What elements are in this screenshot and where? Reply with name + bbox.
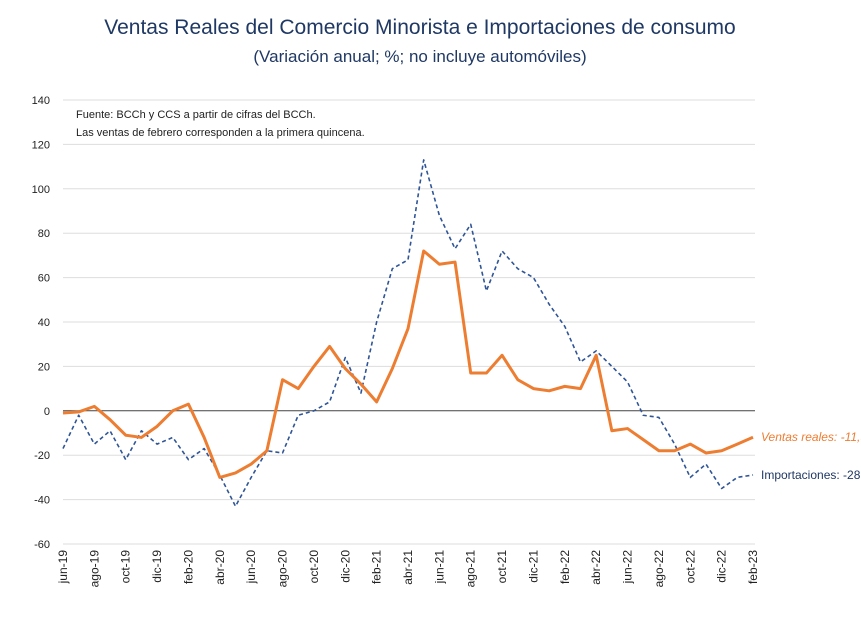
y-tick-label: 20 [38, 361, 50, 373]
x-tick-label: feb-23 [746, 550, 760, 584]
x-tick-label: ago-19 [87, 550, 101, 588]
x-tick-label: feb-22 [558, 550, 572, 584]
x-tick-label: feb-21 [370, 550, 384, 584]
x-tick-label: oct-19 [119, 550, 133, 584]
y-tick-label: 60 [38, 273, 50, 285]
series-line [62, 159, 754, 508]
y-tick-label: 40 [38, 317, 50, 329]
x-tick-label: dic-22 [715, 550, 729, 583]
x-tick-label: ago-20 [276, 550, 290, 588]
x-tick-label: ago-22 [652, 550, 666, 588]
x-tick-label: abr-20 [213, 550, 227, 585]
chart-subtitle: (Variación anual; %; no incluye automóvi… [253, 47, 586, 66]
x-tick-label: dic-20 [338, 550, 352, 583]
x-tick-label: abr-22 [589, 550, 603, 585]
x-tick-label: dic-19 [150, 550, 164, 583]
end-label: Importaciones: -28,9 [761, 468, 861, 482]
x-tick-label: abr-21 [401, 550, 415, 585]
y-tick-label: 120 [32, 139, 50, 151]
y-tick-label: -40 [34, 495, 50, 507]
x-tick-label: oct-22 [683, 550, 697, 584]
y-tick-label: 100 [32, 184, 50, 196]
y-tick-label: -20 [34, 450, 50, 462]
x-tick-label: jun-20 [244, 550, 258, 585]
y-tick-label: -60 [34, 539, 50, 551]
x-tick-label: jun-19 [56, 550, 70, 585]
x-tick-label: feb-20 [181, 550, 195, 584]
x-tick-label: jun-21 [432, 550, 446, 585]
source-note: Fuente: BCCh y CCS a partir de cifras de… [76, 109, 316, 121]
x-tick-label: jun-22 [621, 550, 635, 585]
source-note: Las ventas de febrero corresponden a la … [76, 127, 365, 139]
series-line [62, 249, 754, 479]
chart-title: Ventas Reales del Comercio Minorista e I… [104, 16, 735, 39]
y-tick-label: 0 [44, 406, 50, 418]
x-tick-label: oct-20 [307, 550, 321, 584]
x-tick-label: ago-21 [464, 550, 478, 588]
x-tick-label: oct-21 [495, 550, 509, 584]
x-tick-label: dic-21 [526, 550, 540, 583]
y-tick-label: 80 [38, 228, 50, 240]
y-tick-label: 140 [32, 95, 50, 107]
end-label: Ventas reales: -11,9 [761, 430, 861, 444]
